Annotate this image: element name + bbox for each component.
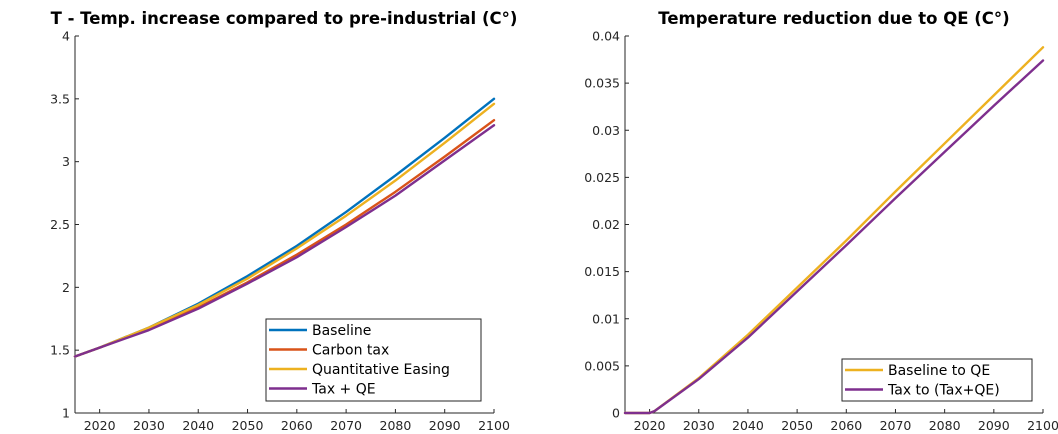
x-tick-label: 2090 — [978, 418, 1010, 433]
chart-title: Temperature reduction due to QE (C°) — [658, 9, 1009, 28]
y-tick-label: 0.015 — [584, 264, 620, 279]
x-tick-label: 2080 — [380, 418, 412, 433]
x-tick-label: 2090 — [429, 418, 461, 433]
x-tick-label: 2070 — [880, 418, 912, 433]
y-tick-label: 4 — [62, 29, 70, 44]
legend-box — [841, 358, 1033, 402]
legend-label: Tax + QE — [311, 382, 376, 398]
legend-label: Carbon tax — [312, 343, 389, 359]
legend: Baseline to QE Tax to (Tax+QE) — [841, 358, 1033, 402]
legend-label: Quantitative Easing — [312, 362, 450, 378]
legend-label: Baseline — [312, 323, 371, 339]
legend: Baseline Carbon tax Quantitative Easing Tax… — [265, 318, 482, 402]
x-tick-label: 2050 — [781, 418, 813, 433]
x-tick-label: 2040 — [732, 418, 764, 433]
x-tick-label: 2020 — [84, 418, 116, 433]
y-tick-label: 1.5 — [50, 343, 70, 358]
x-tick-label: 2040 — [182, 418, 214, 433]
temperature-increase-chart: T - Temp. increase compared to pre-indus… — [50, 9, 517, 433]
y-tick-label: 1 — [62, 406, 70, 421]
x-tick-label: 2080 — [929, 418, 961, 433]
y-tick-label: 0.035 — [584, 76, 620, 91]
y-tick-label: 0.025 — [584, 170, 620, 185]
series-line — [73, 124, 496, 358]
series-line — [623, 59, 1045, 415]
series-line — [623, 46, 1045, 415]
x-tick-label: 2070 — [330, 418, 362, 433]
x-tick-label: 2100 — [478, 418, 510, 433]
y-tick-label: 2 — [62, 280, 70, 295]
chart-title: T - Temp. increase compared to pre-indus… — [51, 9, 518, 28]
x-tick-label: 2060 — [281, 418, 313, 433]
y-tick-label: 0.02 — [592, 217, 620, 232]
y-tick-label: 0.03 — [592, 123, 620, 138]
y-tick-label: 3 — [62, 154, 70, 169]
x-tick-label: 2020 — [634, 418, 666, 433]
x-tick-label: 2030 — [683, 418, 715, 433]
y-tick-label: 0.04 — [592, 29, 620, 44]
y-tick-label: 0 — [612, 406, 620, 421]
y-tick-label: 3.5 — [50, 91, 70, 106]
series-line — [73, 97, 496, 358]
legend-label: Baseline to QE — [888, 363, 990, 379]
x-tick-label: 2030 — [133, 418, 165, 433]
x-tick-label: 2060 — [830, 418, 862, 433]
y-tick-label: 2.5 — [50, 217, 70, 232]
x-tick-label: 2050 — [232, 418, 264, 433]
legend-label: Tax to (Tax+QE) — [887, 383, 1000, 399]
y-tick-label: 0.01 — [592, 311, 620, 326]
temperature-reduction-chart: Temperature reduction due to QE (C°) 2020… — [584, 9, 1058, 433]
x-tick-label: 2100 — [1027, 418, 1058, 433]
y-tick-label: 0.005 — [584, 358, 620, 373]
